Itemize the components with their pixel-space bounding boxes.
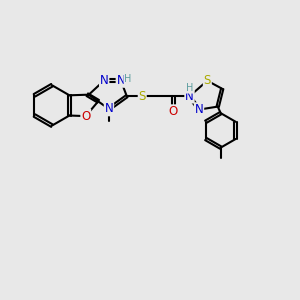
Text: O: O <box>169 105 178 118</box>
Text: N: N <box>185 90 194 103</box>
Text: H: H <box>186 83 193 93</box>
Text: N: N <box>105 103 113 116</box>
Text: S: S <box>139 90 146 103</box>
Text: N: N <box>116 74 125 87</box>
Text: N: N <box>100 74 109 87</box>
Text: O: O <box>81 110 90 123</box>
Text: H: H <box>124 74 132 84</box>
Text: S: S <box>204 74 211 87</box>
Text: N: N <box>195 103 203 116</box>
